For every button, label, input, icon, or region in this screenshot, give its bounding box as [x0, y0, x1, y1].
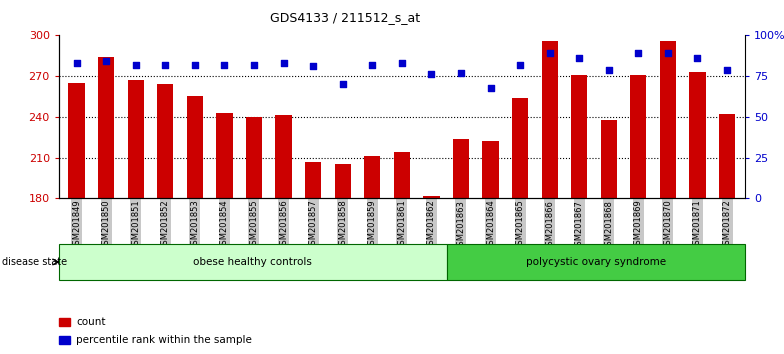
Bar [512, 98, 528, 198]
Bar [660, 41, 676, 198]
Bar [364, 156, 380, 198]
Text: count: count [76, 317, 106, 327]
Point [573, 55, 586, 61]
Bar [128, 80, 143, 198]
Bar [542, 41, 557, 198]
Point [485, 85, 497, 90]
Bar [335, 164, 350, 198]
Text: polycystic ovary syndrome: polycystic ovary syndrome [525, 257, 666, 267]
Point [100, 59, 112, 64]
Text: GDS4133 / 211512_s_at: GDS4133 / 211512_s_at [270, 11, 420, 24]
Bar [453, 138, 469, 198]
Point [514, 62, 526, 68]
Point [159, 62, 172, 68]
Bar [423, 195, 440, 198]
Bar [689, 72, 706, 198]
Point [395, 60, 408, 66]
Point [603, 67, 615, 73]
Bar [394, 152, 410, 198]
Bar [305, 161, 321, 198]
Bar [187, 96, 203, 198]
Text: percentile rank within the sample: percentile rank within the sample [76, 335, 252, 345]
Text: obese healthy controls: obese healthy controls [193, 257, 312, 267]
Point [720, 67, 733, 73]
Point [425, 72, 437, 77]
Bar [246, 117, 262, 198]
Text: disease state: disease state [2, 257, 67, 267]
Point [366, 62, 379, 68]
Point [632, 51, 644, 56]
Bar [571, 75, 587, 198]
Point [307, 63, 319, 69]
Point [188, 62, 201, 68]
Point [662, 51, 674, 56]
Bar [630, 75, 647, 198]
Point [71, 60, 83, 66]
Bar [157, 84, 173, 198]
Bar [68, 83, 85, 198]
Point [248, 62, 260, 68]
Bar [216, 113, 233, 198]
Bar [601, 120, 617, 198]
Bar [275, 115, 292, 198]
Point [543, 51, 556, 56]
Point [336, 81, 349, 87]
Point [278, 60, 290, 66]
Bar [719, 114, 735, 198]
Point [691, 55, 704, 61]
Point [455, 70, 467, 76]
Point [218, 62, 230, 68]
Bar [98, 57, 114, 198]
Point [129, 62, 142, 68]
Bar [482, 141, 499, 198]
